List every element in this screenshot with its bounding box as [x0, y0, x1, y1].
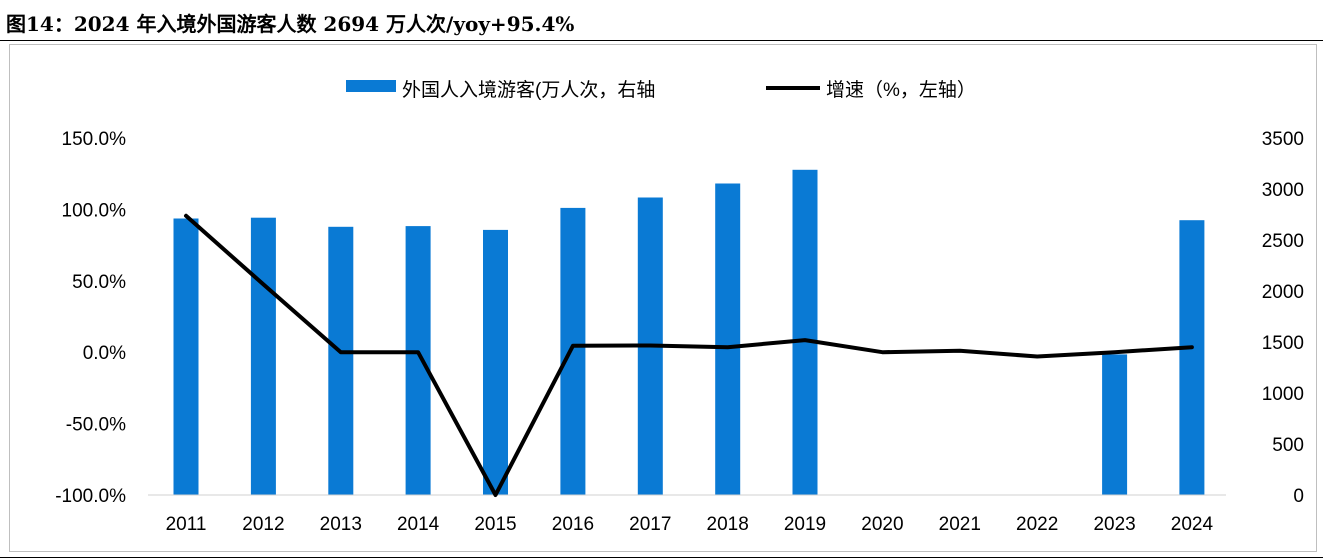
bar-2012 — [250, 217, 276, 495]
x-tick-label: 2016 — [552, 514, 594, 535]
y-right-tick-label: 3500 — [1262, 129, 1304, 150]
y-right-tick-label: 3000 — [1262, 180, 1304, 201]
legend-swatch-bar — [346, 80, 396, 92]
bar-2014 — [405, 226, 431, 495]
x-tick-label: 2015 — [474, 514, 516, 535]
bar-series — [173, 169, 1205, 496]
bar-2023 — [1102, 354, 1128, 495]
x-tick-label: 2018 — [707, 514, 749, 535]
chart-frame — [9, 44, 1317, 552]
y-left-tick-label: 100.0% — [62, 200, 127, 221]
title-rule — [0, 40, 1323, 41]
bottom-rule — [0, 557, 1323, 558]
x-axis: 2011 2012 2013 2014 2015 2016 2017 2018 2019 2020… — [166, 514, 1214, 535]
figure-title: 图14：2024 年入境外国游客人数 2694 万人次/yoy+95.4% — [6, 12, 575, 36]
y-left-tick-label: 0.0% — [83, 343, 126, 364]
legend-label-bar: 外国人入境游客(万人次，右轴 — [402, 79, 655, 101]
x-tick-label: 2024 — [1171, 514, 1214, 535]
growth-line — [184, 213, 1194, 497]
y-left-tick-label: 150.0% — [62, 129, 127, 150]
y-right-tick-label: 1500 — [1262, 333, 1304, 354]
y-right-tick-label: 1000 — [1262, 384, 1304, 405]
bar-2024 — [1179, 220, 1205, 495]
line-series — [184, 213, 1194, 497]
x-tick-label: 2011 — [166, 514, 207, 535]
legend: 外国人入境游客(万人次，右轴 增速（%，左轴） — [346, 79, 976, 101]
y-axis-left: 150.0% 100.0% 50.0% 0.0% -50.0% -100.0% — [55, 129, 126, 507]
x-tick-label: 2021 — [939, 514, 981, 535]
y-right-tick-label: 500 — [1272, 435, 1304, 456]
bar-2011 — [173, 218, 199, 495]
y-right-tick-label: 2500 — [1262, 231, 1304, 252]
x-tick-label: 2023 — [1093, 514, 1135, 535]
y-left-tick-label: 50.0% — [72, 272, 126, 293]
x-tick-label: 2019 — [784, 514, 826, 535]
y-right-tick-label: 2000 — [1262, 282, 1304, 303]
y-left-tick-label: -100.0% — [55, 486, 126, 507]
x-tick-label: 2017 — [629, 514, 671, 535]
x-tick-label: 2013 — [320, 514, 362, 535]
bar-2015 — [483, 229, 508, 495]
x-tick-label: 2020 — [861, 514, 903, 535]
bar-2018 — [715, 183, 741, 495]
x-tick-label: 2012 — [242, 514, 284, 535]
y-right-tick-label: 0 — [1293, 486, 1304, 507]
x-tick-label: 2014 — [397, 514, 440, 535]
x-tick-label: 2022 — [1016, 514, 1058, 535]
bar-2016 — [560, 207, 586, 495]
y-axis-right: 3500 3000 2500 2000 1500 1000 500 0 — [1262, 129, 1304, 507]
bar-2019 — [792, 169, 818, 496]
legend-label-line: 增速（%，左轴） — [826, 79, 976, 101]
y-left-tick-label: -50.0% — [66, 415, 126, 436]
bar-2013 — [328, 226, 354, 496]
